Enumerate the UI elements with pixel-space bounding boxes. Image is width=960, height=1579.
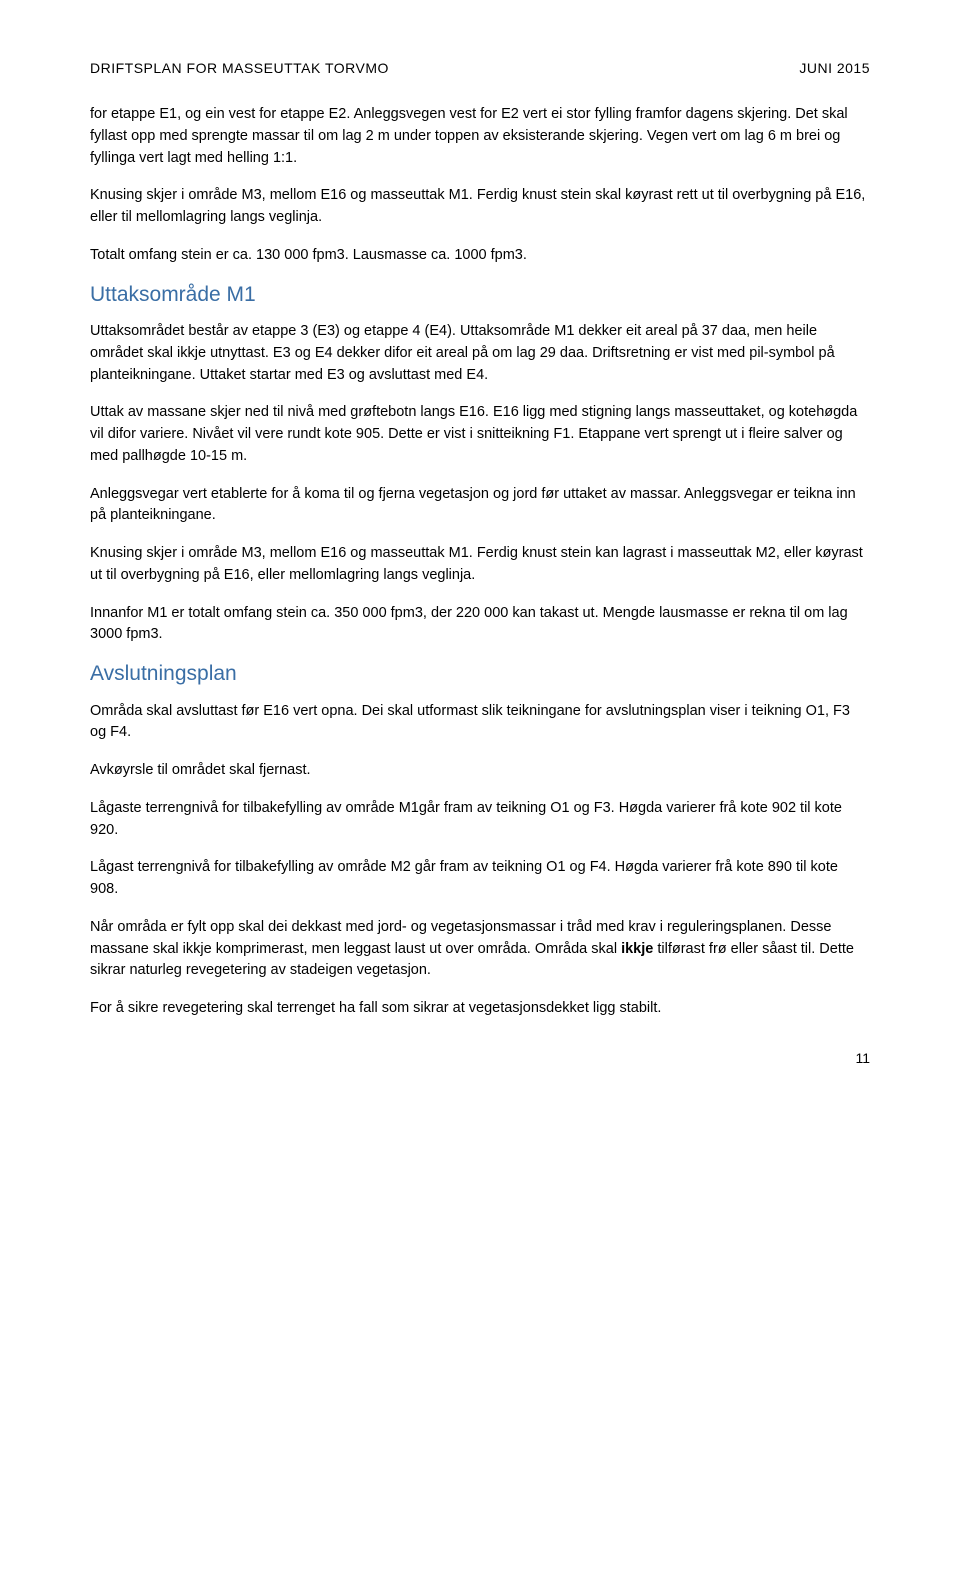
heading-uttaksomrade: Uttaksområde M1 (90, 283, 870, 307)
paragraph-7: Knusing skjer i område M3, mellom E16 og… (90, 543, 870, 587)
header-right: JUNI 2015 (799, 60, 870, 76)
page-number: 11 (90, 1050, 870, 1066)
paragraph-6: Anleggsvegar vert etablerte for å koma t… (90, 484, 870, 528)
paragraph-2: Knusing skjer i område M3, mellom E16 og… (90, 185, 870, 229)
paragraph-3: Totalt omfang stein er ca. 130 000 fpm3.… (90, 245, 870, 267)
paragraph-4: Uttaksområdet består av etappe 3 (E3) og… (90, 321, 870, 386)
paragraph-14: For å sikre revegetering skal terrenget … (90, 998, 870, 1020)
paragraph-5: Uttak av massane skjer ned til nivå med … (90, 402, 870, 467)
heading-avslutningsplan: Avslutningsplan (90, 662, 870, 686)
header-left: DRIFTSPLAN FOR MASSEUTTAK TORVMO (90, 60, 389, 76)
document-page: DRIFTSPLAN FOR MASSEUTTAK TORVMO JUNI 20… (0, 0, 960, 1116)
paragraph-13: Når områda er fylt opp skal dei dekkast … (90, 917, 870, 982)
paragraph-11: Lågaste terrengnivå for tilbakefylling a… (90, 798, 870, 842)
paragraph-9: Områda skal avsluttast før E16 vert opna… (90, 701, 870, 745)
paragraph-10: Avkøyrsle til området skal fjernast. (90, 760, 870, 782)
paragraph-13b-bold: ikkje (621, 941, 653, 957)
paragraph-12: Lågast terrengnivå for tilbakefylling av… (90, 857, 870, 901)
page-header: DRIFTSPLAN FOR MASSEUTTAK TORVMO JUNI 20… (90, 60, 870, 76)
paragraph-8: Innanfor M1 er totalt omfang stein ca. 3… (90, 603, 870, 647)
paragraph-1: for etappe E1, og ein vest for etappe E2… (90, 104, 870, 169)
